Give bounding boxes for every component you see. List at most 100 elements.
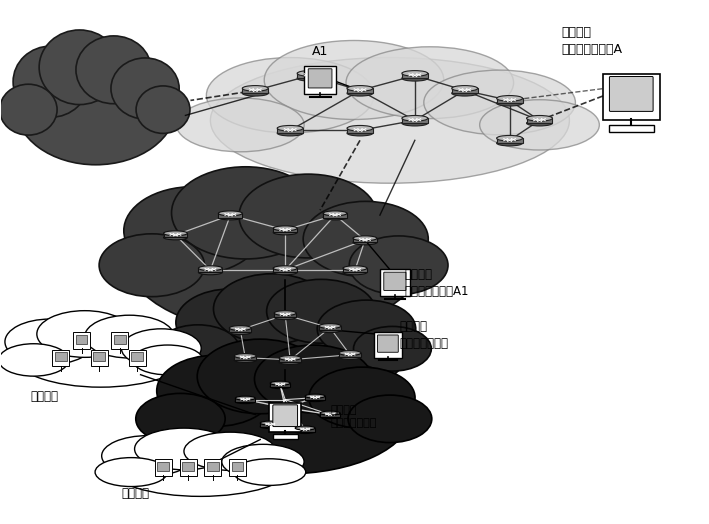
Bar — [270, 383, 290, 387]
FancyBboxPatch shape — [55, 352, 67, 362]
Ellipse shape — [402, 115, 428, 121]
Text: 本地网域
性能监测服务器: 本地网域 性能监测服务器 — [400, 320, 449, 350]
Bar — [319, 326, 341, 330]
Ellipse shape — [339, 351, 361, 355]
Bar — [234, 356, 256, 360]
Text: 被测主机: 被测主机 — [121, 487, 150, 500]
Ellipse shape — [234, 354, 256, 358]
Ellipse shape — [270, 385, 290, 389]
Ellipse shape — [260, 421, 280, 425]
Ellipse shape — [235, 400, 255, 403]
Ellipse shape — [37, 311, 133, 357]
FancyBboxPatch shape — [207, 462, 218, 471]
Ellipse shape — [242, 91, 268, 96]
Ellipse shape — [157, 325, 240, 373]
Ellipse shape — [402, 75, 428, 81]
Ellipse shape — [99, 234, 204, 297]
Bar — [305, 396, 325, 400]
Ellipse shape — [197, 339, 323, 414]
Ellipse shape — [297, 75, 323, 81]
Ellipse shape — [346, 47, 513, 118]
Ellipse shape — [303, 201, 428, 277]
Ellipse shape — [452, 85, 478, 91]
Ellipse shape — [199, 270, 223, 275]
Ellipse shape — [234, 358, 256, 363]
FancyBboxPatch shape — [378, 335, 398, 352]
Ellipse shape — [424, 70, 576, 135]
Bar — [339, 353, 361, 357]
FancyBboxPatch shape — [610, 77, 653, 112]
Bar — [323, 213, 347, 217]
Ellipse shape — [305, 398, 325, 401]
Ellipse shape — [199, 266, 223, 270]
Bar — [164, 233, 187, 237]
Ellipse shape — [347, 125, 373, 131]
Ellipse shape — [496, 101, 523, 106]
Ellipse shape — [309, 367, 415, 428]
Text: 主干网域
性能监测服务器A: 主干网域 性能监测服务器A — [562, 26, 623, 56]
Ellipse shape — [13, 46, 89, 117]
Ellipse shape — [206, 58, 374, 133]
Bar — [242, 89, 268, 93]
FancyBboxPatch shape — [155, 459, 172, 476]
Ellipse shape — [5, 319, 94, 365]
Ellipse shape — [233, 459, 306, 485]
FancyBboxPatch shape — [304, 66, 336, 94]
Ellipse shape — [295, 426, 315, 430]
Ellipse shape — [229, 330, 251, 335]
Ellipse shape — [111, 58, 179, 119]
Ellipse shape — [136, 394, 225, 444]
Bar — [273, 228, 297, 233]
Bar — [402, 73, 428, 78]
Ellipse shape — [273, 226, 297, 231]
Ellipse shape — [295, 430, 315, 433]
FancyBboxPatch shape — [111, 332, 128, 349]
Ellipse shape — [274, 315, 296, 320]
Ellipse shape — [496, 95, 523, 101]
Bar — [347, 128, 373, 133]
Ellipse shape — [222, 444, 304, 479]
Ellipse shape — [452, 91, 478, 96]
Ellipse shape — [95, 457, 167, 487]
Ellipse shape — [13, 322, 189, 387]
FancyBboxPatch shape — [380, 269, 410, 296]
Ellipse shape — [127, 187, 423, 333]
Ellipse shape — [273, 270, 297, 275]
Bar — [347, 89, 373, 93]
Bar — [353, 238, 377, 243]
Ellipse shape — [297, 71, 323, 76]
Ellipse shape — [527, 115, 552, 121]
Bar — [452, 89, 478, 93]
Ellipse shape — [319, 324, 341, 329]
Ellipse shape — [164, 235, 187, 240]
FancyBboxPatch shape — [609, 125, 654, 132]
Ellipse shape — [347, 91, 373, 96]
Ellipse shape — [242, 85, 268, 91]
Bar — [496, 99, 523, 103]
FancyBboxPatch shape — [182, 462, 194, 471]
Ellipse shape — [270, 381, 290, 385]
Ellipse shape — [317, 300, 415, 357]
Bar — [274, 313, 296, 317]
Ellipse shape — [323, 211, 347, 216]
Ellipse shape — [211, 58, 569, 183]
Ellipse shape — [172, 167, 320, 259]
Ellipse shape — [101, 435, 194, 476]
Ellipse shape — [176, 289, 285, 356]
Ellipse shape — [218, 215, 242, 220]
Ellipse shape — [402, 71, 428, 76]
FancyBboxPatch shape — [232, 462, 243, 471]
Bar — [260, 423, 280, 427]
Ellipse shape — [121, 329, 201, 368]
FancyBboxPatch shape — [273, 405, 298, 427]
Ellipse shape — [264, 40, 444, 119]
FancyBboxPatch shape — [93, 352, 105, 362]
Ellipse shape — [135, 428, 233, 470]
Ellipse shape — [527, 121, 552, 126]
Ellipse shape — [76, 36, 151, 104]
Text: A1: A1 — [312, 45, 328, 58]
FancyBboxPatch shape — [603, 73, 659, 121]
Ellipse shape — [179, 289, 412, 401]
Ellipse shape — [343, 270, 367, 275]
Ellipse shape — [343, 266, 367, 270]
